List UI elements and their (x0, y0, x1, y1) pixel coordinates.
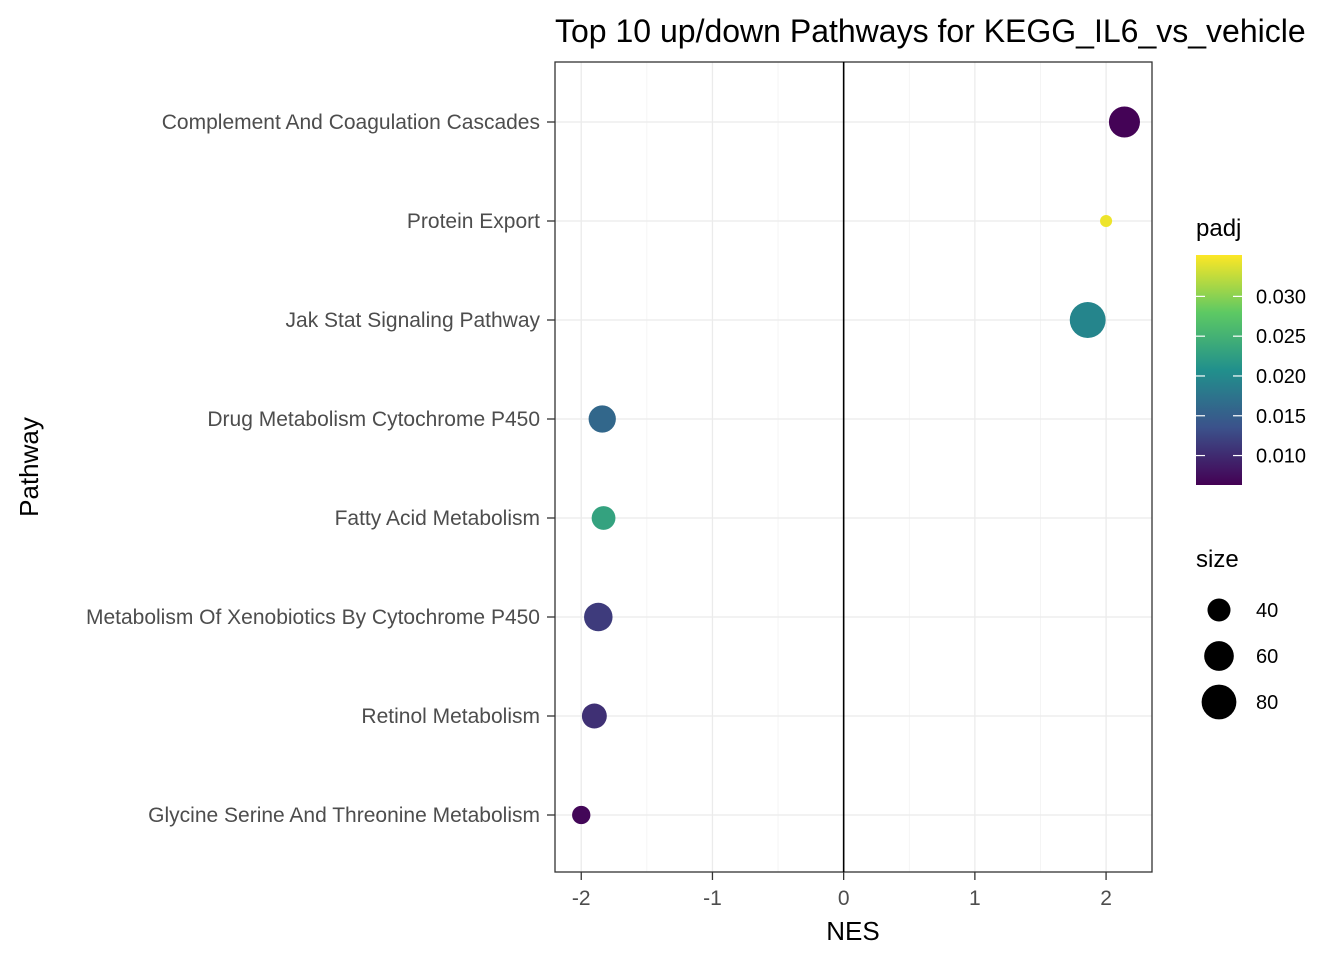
size-legend-key (1204, 641, 1234, 671)
chart-title: Top 10 up/down Pathways for KEGG_IL6_vs_… (555, 13, 1306, 49)
size-legend-label: 60 (1256, 646, 1278, 668)
data-point (581, 703, 607, 729)
color-bar-tick-label: 0.025 (1256, 326, 1306, 348)
size-legend-key (1207, 598, 1231, 622)
x-tick-label: -2 (572, 887, 591, 910)
y-tick-label: Jak Stat Signaling Pathway (286, 309, 541, 332)
size-legend-title: size (1196, 546, 1239, 573)
y-tick-label: Glycine Serine And Threonine Metabolism (148, 804, 540, 827)
data-point (572, 805, 591, 825)
y-tick-label: Complement And Coagulation Cascades (162, 111, 540, 134)
x-tick-label: 0 (838, 887, 850, 910)
x-tick-label: 2 (1100, 887, 1112, 910)
data-point (588, 405, 616, 433)
x-tick-label: -1 (703, 887, 722, 910)
panel-border (554, 61, 1153, 873)
color-bar-tick-label: 0.030 (1256, 286, 1306, 308)
y-tick-label: Metabolism Of Xenobiotics By Cytochrome … (86, 606, 540, 629)
y-tick-label: Retinol Metabolism (361, 705, 540, 728)
x-tick-label: 1 (969, 887, 981, 910)
color-bar-ticks: 0.010 0.015 0.020 0.025 0.030 (1196, 286, 1306, 468)
color-legend-title: padj (1196, 215, 1241, 242)
color-bar-tick-label: 0.015 (1256, 406, 1306, 428)
color-bar-tick-label: 0.020 (1256, 366, 1306, 388)
data-point (1108, 106, 1140, 138)
size-legend-label: 80 (1256, 692, 1278, 714)
y-axis-ticks: Complement And Coagulation Cascades Prote… (86, 111, 555, 827)
data-point (1069, 302, 1106, 338)
data-point (591, 506, 616, 530)
panel-grid (555, 62, 1152, 872)
size-legend-keys: 40 60 80 (1201, 598, 1278, 720)
size-legend-label: 40 (1256, 600, 1278, 622)
size-legend: size 40 60 80 (1196, 546, 1278, 720)
data-point (584, 602, 613, 632)
size-legend-key (1201, 684, 1237, 720)
y-tick-label: Protein Export (407, 210, 540, 233)
data-points (572, 106, 1140, 825)
color-bar (1196, 255, 1242, 485)
color-bar-tick-label: 0.010 (1256, 446, 1306, 468)
y-tick-label: Fatty Acid Metabolism (335, 507, 540, 530)
y-axis-title: Pathway (14, 417, 44, 517)
data-point (1100, 214, 1113, 228)
x-axis-ticks: -2 -1 0 1 2 (572, 872, 1112, 910)
x-axis-title: NES (826, 916, 879, 946)
padj-color-legend: padj 0.010 0.015 0.020 0.025 0.030 (1196, 215, 1306, 485)
y-tick-label: Drug Metabolism Cytochrome P450 (207, 408, 540, 431)
